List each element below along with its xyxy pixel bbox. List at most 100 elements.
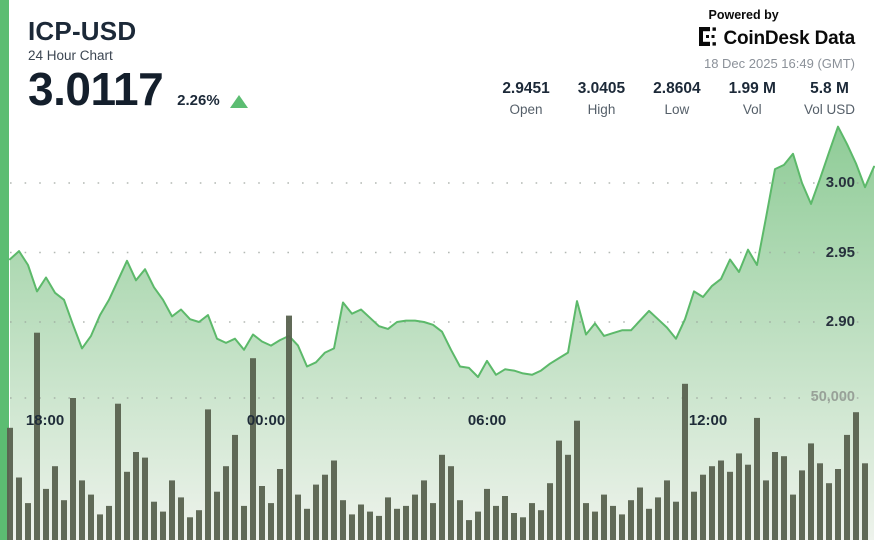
volume-bar	[340, 500, 346, 540]
stat-low-value: 2.8604	[653, 80, 701, 97]
volume-bar	[808, 443, 814, 540]
volume-bar	[511, 513, 517, 540]
stat-high: 3.0405 High	[578, 80, 625, 117]
volume-bar	[421, 480, 427, 540]
volume-bar	[718, 460, 724, 540]
volume-bar	[853, 412, 859, 540]
stat-open: 2.9451 Open	[502, 80, 549, 117]
stat-volume-label: Vol	[742, 102, 762, 117]
volume-bar	[97, 514, 103, 540]
volume-bar	[259, 486, 265, 540]
volume-bar	[529, 503, 535, 540]
volume-bar	[709, 466, 715, 540]
volume-bar	[232, 434, 238, 540]
change-percent: 2.26%	[177, 92, 220, 109]
volume-bar	[655, 497, 661, 540]
volume-bar	[691, 491, 697, 540]
brand-row: CoinDesk Data	[698, 27, 856, 51]
volume-bar	[556, 440, 562, 540]
volume-bar	[448, 466, 454, 540]
y-axis-label: 3.00	[825, 174, 855, 191]
volume-bar	[268, 503, 274, 540]
volume-bar	[817, 463, 823, 540]
volume-bar	[142, 457, 148, 540]
stat-open-label: Open	[509, 102, 543, 117]
stat-high-value: 3.0405	[577, 80, 626, 97]
symbol-title: ICP-USD	[28, 16, 137, 46]
volume-bar	[7, 427, 13, 540]
volume-bar	[295, 494, 301, 540]
volume-bar	[538, 510, 544, 540]
stats-row: 2.9451 Open 3.0405 High 2.8604 Low 1.99 …	[502, 80, 855, 117]
volume-bar	[610, 505, 616, 540]
stat-high-label: High	[587, 102, 616, 117]
volume-bar	[520, 517, 526, 540]
volume-bar	[862, 463, 868, 540]
volume-bar	[844, 434, 850, 540]
volume-bar	[430, 503, 436, 540]
volume-bar	[646, 508, 652, 540]
brand-name: CoinDesk Data	[723, 28, 856, 49]
left-accent-bar	[0, 0, 9, 540]
volume-bar	[16, 477, 22, 540]
volume-bar	[835, 469, 841, 540]
volume-bar	[178, 497, 184, 540]
current-price: 3.0117	[28, 63, 164, 115]
volume-bar	[106, 505, 112, 540]
volume-bar	[592, 511, 598, 540]
stat-low: 2.8604 Low	[653, 80, 700, 117]
volume-bar	[160, 511, 166, 540]
volume-bar	[601, 494, 607, 540]
volume-bar	[115, 403, 121, 540]
chart-subtitle: 24 Hour Chart	[28, 48, 113, 64]
volume-bar	[34, 332, 40, 540]
volume-bar	[169, 480, 175, 540]
header-right: Powered by CoinDesk Data 18 Dec 2025 16:…	[698, 8, 856, 71]
price-line	[9, 125, 875, 378]
stat-open-value: 2.9451	[502, 80, 550, 97]
stat-volume-value: 1.99 M	[728, 80, 776, 97]
volume-bar	[367, 511, 373, 540]
volume-bar	[439, 454, 445, 540]
volume-bar	[574, 420, 580, 540]
volume-bar	[187, 517, 193, 540]
volume-bar	[61, 500, 67, 540]
volume-bar	[475, 511, 481, 540]
volume-bar	[466, 520, 472, 540]
coindesk-logo-icon	[698, 27, 718, 51]
volume-bar	[664, 480, 670, 540]
volume-bar	[394, 508, 400, 540]
volume-bar	[277, 469, 283, 540]
volume-bar	[457, 500, 463, 540]
volume-bar	[799, 470, 805, 540]
volume-bar	[151, 501, 157, 540]
volume-bar	[358, 504, 364, 540]
x-axis-label: 18:00	[25, 412, 65, 429]
volume-bar	[637, 487, 643, 540]
header-left: ICP-USD 24 Hour Chart	[28, 16, 137, 64]
volume-bar	[727, 471, 733, 540]
price-row: 3.0117 2.26%	[28, 66, 248, 112]
volume-bar	[205, 409, 211, 540]
volume-bar	[700, 474, 706, 540]
volume-bar	[196, 510, 202, 540]
volume-bar	[286, 315, 292, 540]
volume-bar	[628, 500, 634, 540]
volume-bar	[88, 494, 94, 540]
powered-by-label: Powered by	[708, 8, 779, 22]
volume-bar	[781, 456, 787, 540]
x-axis-label: 06:00	[467, 412, 507, 429]
volume-bar	[376, 515, 382, 540]
volume-bar	[79, 480, 85, 540]
volume-bar	[745, 464, 751, 540]
volume-bar	[772, 452, 778, 540]
y-axis-label: 2.90	[825, 313, 855, 330]
stat-volume-usd: 5.8 M Vol USD	[804, 80, 855, 117]
volume-bar	[52, 466, 58, 540]
volume-bar	[403, 505, 409, 540]
stat-volume-usd-label: Vol USD	[803, 102, 855, 117]
up-triangle-icon	[229, 95, 248, 108]
volume-bar	[385, 497, 391, 540]
